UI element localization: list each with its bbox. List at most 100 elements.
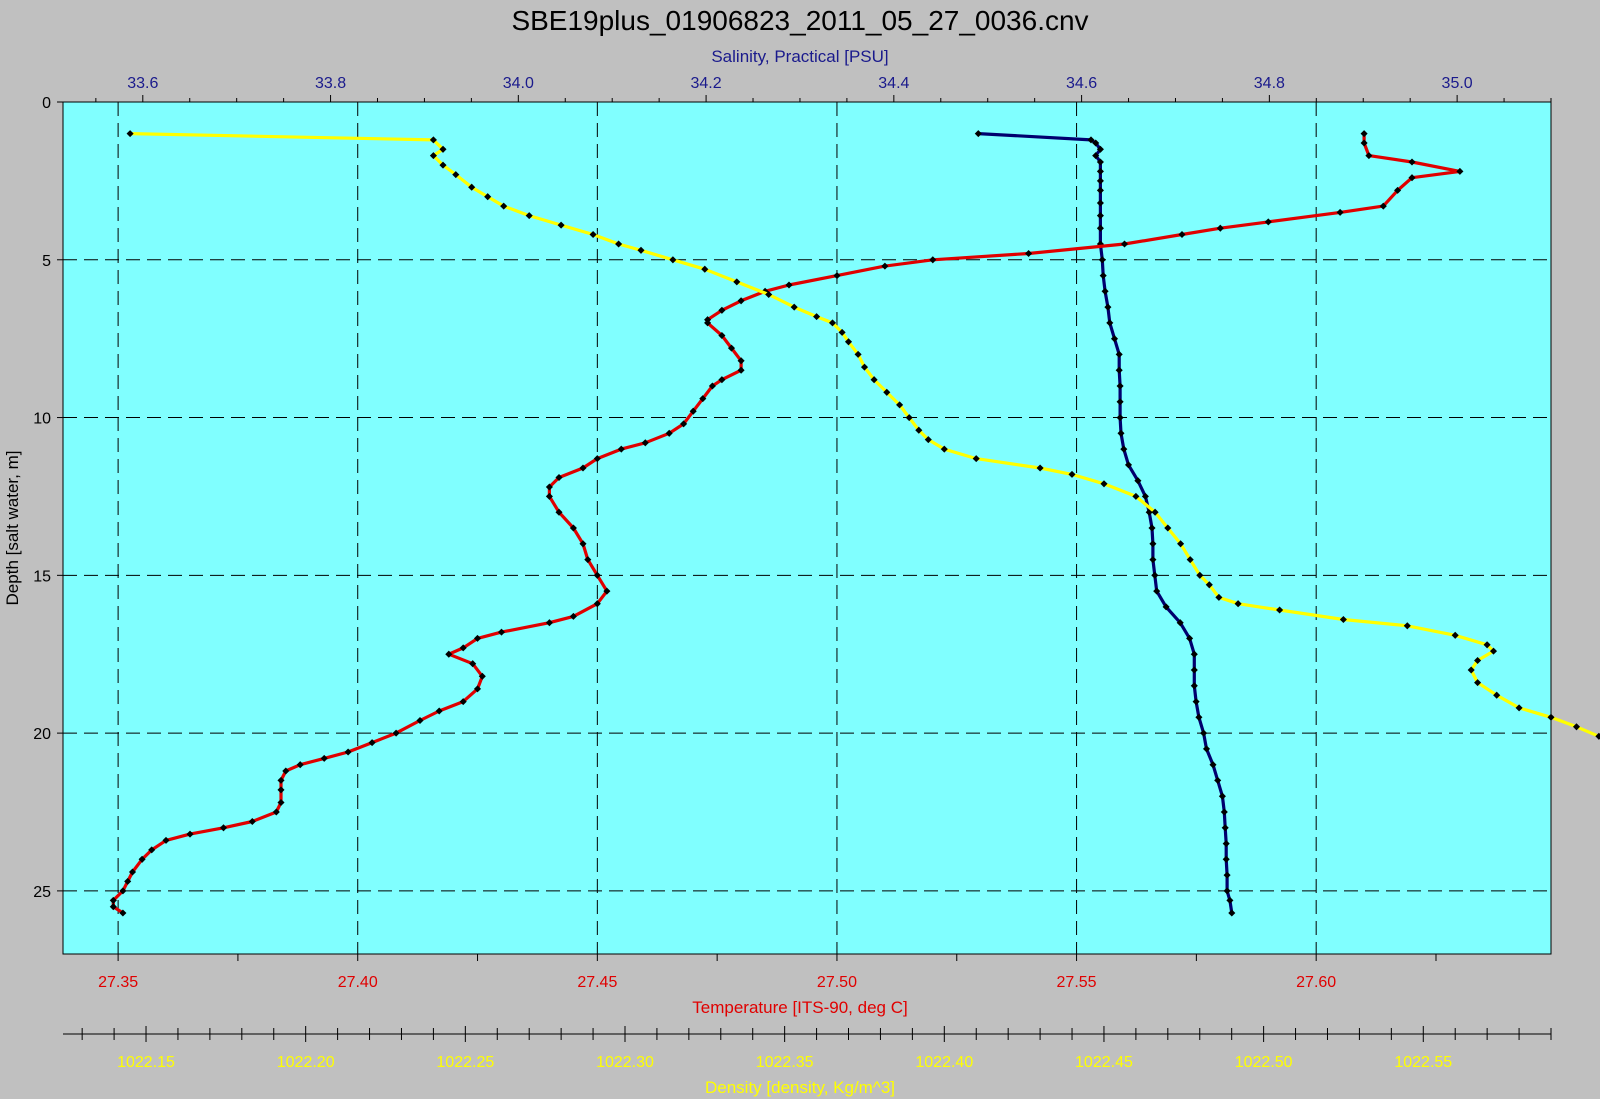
density-point xyxy=(972,455,980,463)
density-point xyxy=(883,388,891,396)
temperature-point xyxy=(124,877,132,885)
temperature-point xyxy=(344,748,352,756)
temperature-point xyxy=(603,587,611,595)
density-point xyxy=(557,221,565,229)
temperature-point xyxy=(737,297,745,305)
grid xyxy=(63,102,1551,954)
temperature-point xyxy=(727,344,736,352)
temperature-point xyxy=(833,272,841,280)
density-point xyxy=(828,319,837,327)
temperature-point xyxy=(579,464,587,472)
density-tick-label: 1022.55 xyxy=(1394,1054,1452,1071)
temperature-point xyxy=(737,366,745,374)
depth-tick-label: 15 xyxy=(33,568,51,585)
temperature-point xyxy=(584,556,592,564)
salinity-tick-label: 34.8 xyxy=(1254,75,1285,92)
depth-tick-label: 0 xyxy=(42,95,51,112)
density-point xyxy=(589,230,597,239)
density-axis-title: Density [density, Kg/m^3] xyxy=(705,1078,895,1097)
density-point xyxy=(468,183,476,191)
temperature-point xyxy=(699,395,707,403)
density-tick-label: 1022.45 xyxy=(1075,1054,1133,1071)
temperature-point xyxy=(545,619,553,627)
density-tick-label: 1022.25 xyxy=(436,1054,494,1071)
temperature-point xyxy=(545,492,553,500)
density-point xyxy=(439,145,447,153)
temperature-point xyxy=(555,508,563,516)
temperature-point xyxy=(392,729,400,737)
depth-tick-label: 20 xyxy=(33,726,51,743)
density-line xyxy=(130,132,1600,739)
salinity-tick-label: 33.6 xyxy=(127,75,158,92)
density-point xyxy=(905,414,913,422)
temperature-point xyxy=(296,761,304,769)
temperature-point xyxy=(593,600,601,608)
temperature-tick-label: 27.45 xyxy=(577,974,617,991)
density-point xyxy=(940,445,948,453)
density-point xyxy=(844,338,853,346)
temperature-tick-label: 27.35 xyxy=(98,974,138,991)
depth-axis-title: Depth [salt water, m] xyxy=(3,451,22,606)
temperature-tick-label: 27.40 xyxy=(338,974,378,991)
temperature-point xyxy=(469,660,477,668)
temperature-point xyxy=(148,846,156,854)
salinity-point xyxy=(974,130,982,138)
temperature-point xyxy=(473,685,482,693)
temperature-point xyxy=(277,776,285,784)
temperature-point xyxy=(617,445,625,453)
density-point xyxy=(765,290,773,299)
temperature-point xyxy=(545,483,553,491)
temperature-point xyxy=(277,798,285,807)
temperature-point xyxy=(718,376,726,384)
temperature-point xyxy=(219,824,228,832)
density-tick-label: 1022.35 xyxy=(756,1054,814,1071)
temperature-point xyxy=(277,786,285,794)
temperature-point xyxy=(272,808,280,816)
density-tick-label: 1022.30 xyxy=(596,1054,654,1071)
temperature-point xyxy=(282,767,290,775)
temperature-point xyxy=(593,455,601,463)
depth-tick-label: 5 xyxy=(42,253,51,270)
temperature-point xyxy=(445,650,453,658)
salinity-tick-label: 34.0 xyxy=(503,75,534,92)
depth-tick-label: 25 xyxy=(33,884,51,901)
temperature-point xyxy=(497,628,506,636)
temperature-point xyxy=(555,473,563,482)
temperature-point xyxy=(704,319,712,327)
density-tick-label: 1022.20 xyxy=(277,1054,335,1071)
plot-area xyxy=(63,102,1551,954)
temperature-point xyxy=(569,524,577,532)
depth-tick-label: 10 xyxy=(33,411,51,428)
temperature-point xyxy=(569,612,577,620)
temperature-point xyxy=(593,571,601,579)
temperature-point xyxy=(368,739,376,747)
density-point xyxy=(733,278,741,286)
density-point xyxy=(669,256,677,264)
chart-title: SBE19plus_01906823_2011_05_27_0036.cnv xyxy=(511,5,1088,36)
temperature-point xyxy=(689,407,697,415)
density-point xyxy=(854,350,862,358)
temperature-tick-label: 27.60 xyxy=(1296,974,1336,991)
temperature-point xyxy=(665,429,673,437)
axes: 0 5 10 15 20 25 33.6 33.8 34.0 34.2 34.4 34.6 34.8 35… xyxy=(33,75,1552,1071)
density-point xyxy=(452,171,460,179)
temperature-point xyxy=(119,909,127,917)
density-point xyxy=(429,152,437,160)
salinity-tick-label: 35.0 xyxy=(1442,75,1473,92)
temperature-point xyxy=(416,716,424,725)
density-point xyxy=(484,193,492,201)
temperature-point xyxy=(128,868,137,876)
temperature-point xyxy=(119,887,127,895)
density-point xyxy=(924,436,932,444)
density-point xyxy=(500,202,508,210)
density-point xyxy=(838,328,846,336)
salinity-tick-label: 34.4 xyxy=(878,75,909,92)
temperature-point xyxy=(478,672,486,680)
temperature-point xyxy=(109,896,117,904)
density-point xyxy=(813,313,821,321)
density-tick-label: 1022.50 xyxy=(1235,1054,1293,1071)
density-point xyxy=(701,265,709,273)
density-point xyxy=(637,246,645,254)
temperature-point xyxy=(138,855,146,863)
